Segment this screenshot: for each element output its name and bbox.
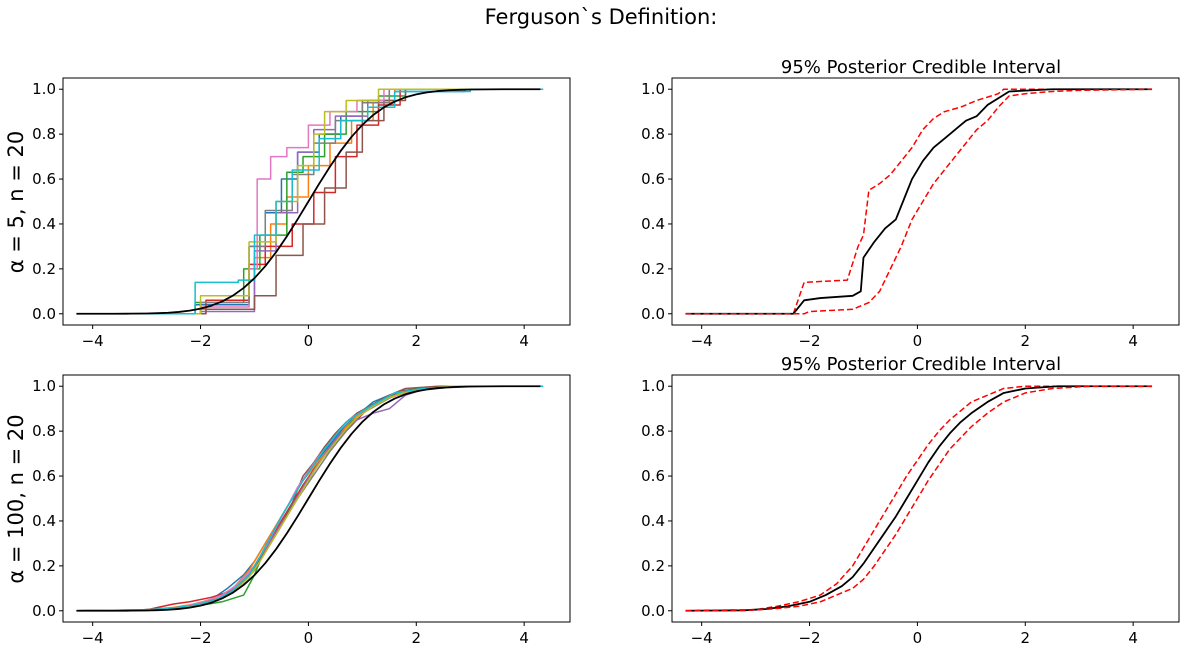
panel-top-left-ylabel: α = 5, n = 20 — [4, 131, 28, 273]
panel-top-left-series-sample-0 — [76, 88, 544, 315]
panel-top-right-ytick-label: 0.2 — [641, 260, 665, 278]
panel-top-right-xtick-label: −4 — [691, 332, 713, 350]
panel-top-left-series-group — [76, 88, 544, 315]
panel-bottom-left: α = 100, n = 20 −4 −2 0 2 4 0.0 0.2 0.4 0.6 0.8 1.… — [4, 374, 571, 647]
panel-bottom-left-series-sample-7 — [76, 385, 544, 612]
panel-top-right-ytick-label: 1.0 — [641, 80, 665, 98]
panel-bottom-right-title: 95% Posterior Credible Interval — [781, 354, 1061, 375]
panel-bottom-left-series-sample-4 — [76, 385, 544, 612]
panel-bottom-right-ytick-label: 0.4 — [641, 512, 665, 530]
panel-top-left-series-sample-9 — [76, 88, 544, 315]
panel-top-right-ytick-label: 0.6 — [641, 170, 665, 188]
panel-bottom-right-series-group — [685, 385, 1153, 612]
panel-top-left-ytick-label: 0.2 — [32, 260, 56, 278]
panel-top-left-xtick-label: −2 — [189, 332, 211, 350]
panel-bottom-left-series-sample-1 — [76, 385, 544, 612]
panel-top-right-series-lower-2 — [685, 88, 1153, 315]
panel-bottom-left-series-sample-6 — [76, 385, 544, 612]
panel-top-right-xtick-label: 2 — [1021, 332, 1031, 350]
panel-bottom-right-ytick-label: 1.0 — [641, 377, 665, 395]
panel-bottom-left-xtick-label: −4 — [82, 629, 104, 647]
panel-top-right-axes-frame — [671, 77, 1180, 326]
panel-bottom-left-ytick-label: 1.0 — [32, 377, 56, 395]
panel-top-left-series-sample-4 — [76, 88, 544, 315]
panel-bottom-right-ytick-label: 0.0 — [641, 602, 665, 620]
panel-top-right-ytick-label: 0.8 — [641, 125, 665, 143]
panel-bottom-left-series-group — [76, 385, 544, 612]
panel-bottom-left-series-sample-2 — [76, 385, 544, 612]
figure-suptitle: Ferguson`s Definition: — [485, 5, 718, 29]
panel-top-left-series-sample-6 — [76, 88, 544, 315]
panel-top-left-ytick-label: 1.0 — [32, 80, 56, 98]
panel-bottom-right-xtick-label: 0 — [913, 629, 923, 647]
panel-top-left: α = 5, n = 20 −4 −2 0 2 4 0.0 0.2 0.4 0.6 0.8 1.0 — [4, 77, 571, 350]
panel-top-right-series-upper-0 — [685, 88, 1153, 315]
panel-bottom-left-series-base-10 — [76, 385, 541, 612]
panel-bottom-left-ytick-label: 0.8 — [32, 422, 56, 440]
panel-top-right-xtick-label: 4 — [1128, 332, 1138, 350]
panel-top-right-ytick-label: 0.0 — [641, 305, 665, 323]
panel-top-left-series-sample-8 — [76, 88, 544, 315]
panel-bottom-right-xtick-label: 4 — [1128, 629, 1138, 647]
panel-bottom-left-axes-frame — [62, 374, 571, 623]
panel-bottom-left-series-sample-3 — [76, 385, 544, 612]
panel-bottom-right-ytick-label: 0.6 — [641, 467, 665, 485]
panel-bottom-left-ytick-label: 0.2 — [32, 557, 56, 575]
panel-top-right-title: 95% Posterior Credible Interval — [781, 57, 1061, 78]
panel-top-left-series-sample-2 — [76, 88, 544, 315]
panel-bottom-right-xtick-label: −4 — [691, 629, 713, 647]
panel-top-left-xtick-label: 0 — [304, 332, 314, 350]
panel-bottom-right-series-mean-1 — [685, 385, 1153, 612]
panel-top-right-series-mean-1 — [685, 88, 1153, 315]
panel-top-left-ytick-label: 0.0 — [32, 305, 56, 323]
panel-bottom-right: 95% Posterior Credible Interval −4 −2 0 2 4 0… — [641, 354, 1180, 647]
panel-top-left-ytick-label: 0.6 — [32, 170, 56, 188]
panel-bottom-right-ytick-label: 0.2 — [641, 557, 665, 575]
panel-bottom-left-xtick-label: −2 — [189, 629, 211, 647]
panel-top-left-series-sample-3 — [76, 88, 544, 315]
panel-top-left-xtick-label: 4 — [519, 332, 529, 350]
panel-bottom-left-series-sample-8 — [76, 385, 544, 612]
panel-bottom-right-xtick-label: −2 — [798, 629, 820, 647]
panel-top-left-series-sample-5 — [76, 88, 544, 315]
panel-top-right: 95% Posterior Credible Interval −4 −2 0 2 4 0… — [641, 57, 1180, 350]
panel-bottom-left-ytick-label: 0.6 — [32, 467, 56, 485]
panel-bottom-right-axes-frame — [671, 374, 1180, 623]
panel-top-left-xtick-label: −4 — [82, 332, 104, 350]
panel-bottom-right-ytick-label: 0.8 — [641, 422, 665, 440]
panel-bottom-left-xtick-label: 4 — [519, 629, 529, 647]
panel-top-left-series-sample-1 — [76, 88, 544, 315]
panel-bottom-left-ytick-label: 0.4 — [32, 512, 56, 530]
panel-top-left-series-sample-7 — [76, 88, 544, 315]
panel-bottom-right-xtick-label: 2 — [1021, 629, 1031, 647]
panel-bottom-left-ylabel: α = 100, n = 20 — [4, 414, 28, 583]
panel-top-right-xtick-label: −2 — [798, 332, 820, 350]
panel-top-right-xtick-label: 0 — [913, 332, 923, 350]
panel-bottom-right-series-upper-0 — [685, 385, 1153, 612]
panel-bottom-left-ytick-label: 0.0 — [32, 602, 56, 620]
panel-top-left-ytick-label: 0.8 — [32, 125, 56, 143]
panel-top-left-ytick-label: 0.4 — [32, 215, 56, 233]
panel-bottom-left-series-sample-5 — [76, 385, 544, 612]
panel-bottom-right-series-lower-2 — [685, 385, 1153, 612]
panel-top-right-series-group — [685, 88, 1153, 315]
panel-top-right-ytick-label: 0.4 — [641, 215, 665, 233]
panel-top-left-xtick-label: 2 — [412, 332, 422, 350]
panel-bottom-left-series-sample-9 — [76, 385, 544, 612]
panel-top-left-axes-frame — [62, 77, 571, 326]
panel-bottom-left-xtick-label: 0 — [304, 629, 314, 647]
panel-top-left-series-base-10 — [76, 88, 541, 315]
panel-bottom-left-series-sample-0 — [76, 385, 544, 612]
panel-bottom-left-xtick-label: 2 — [412, 629, 422, 647]
